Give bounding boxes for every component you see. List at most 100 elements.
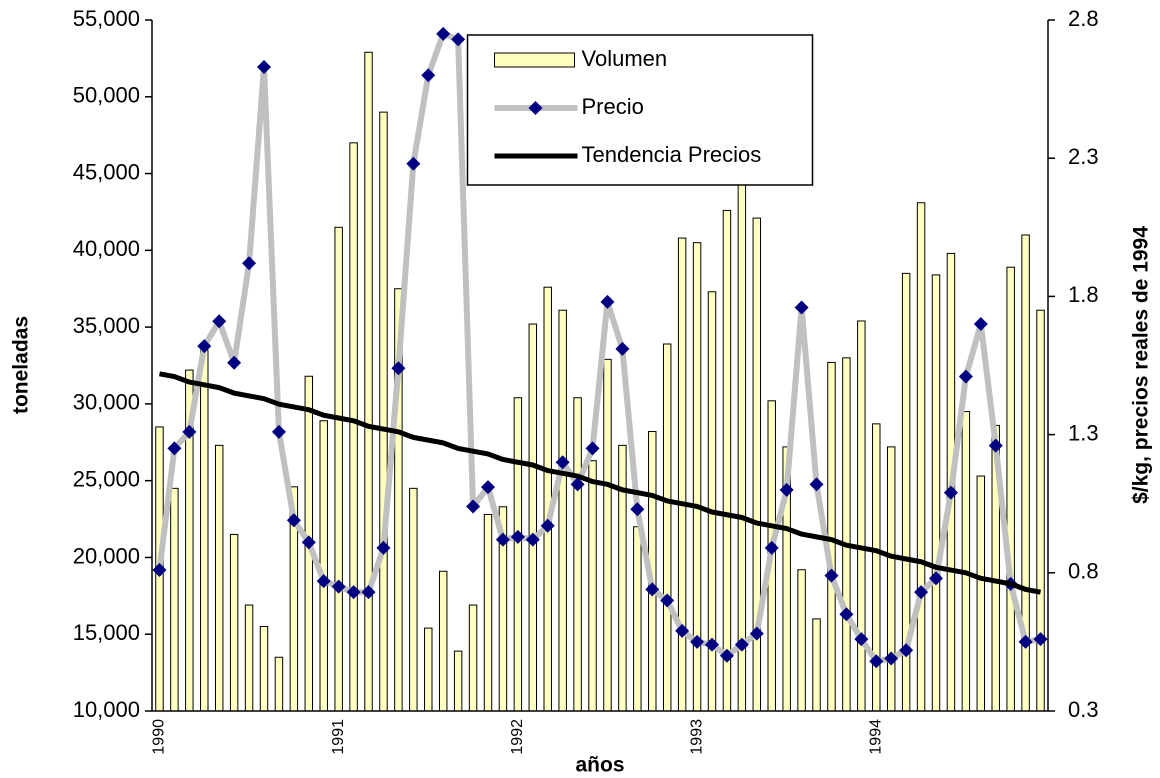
- y-tick-label: 20,000: [73, 543, 140, 568]
- y-tick-label: 15,000: [73, 620, 140, 645]
- marker: [809, 477, 824, 492]
- marker: [242, 256, 257, 271]
- marker: [406, 156, 421, 171]
- bar: [842, 357, 851, 712]
- bar: [1036, 309, 1045, 712]
- marker: [824, 568, 839, 583]
- marker: [271, 424, 286, 439]
- bar: [438, 570, 448, 712]
- marker: [719, 648, 734, 663]
- y-tick-label: 25,000: [73, 466, 140, 491]
- marker: [510, 529, 525, 544]
- marker: [973, 317, 988, 332]
- x-tick-label: 1990: [151, 719, 168, 755]
- bar: [961, 411, 971, 712]
- marker: [645, 582, 660, 597]
- marker: [316, 574, 331, 589]
- x-tick-label: 1992: [509, 719, 526, 755]
- legend-label: Precio: [582, 94, 644, 119]
- marker: [854, 632, 869, 647]
- marker: [899, 643, 914, 658]
- marker: [1018, 634, 1033, 649]
- marker: [286, 513, 301, 528]
- bar: [588, 460, 597, 712]
- marker: [734, 637, 749, 652]
- y-tick-label: 50,000: [73, 83, 140, 108]
- bar: [379, 111, 388, 712]
- marker: [466, 499, 481, 514]
- legend-marker: [528, 101, 543, 115]
- y-tick-label: 40,000: [73, 236, 140, 261]
- bar: [797, 569, 806, 712]
- line: [159, 371, 1041, 595]
- y2-tick-label: 1.3: [1068, 420, 1099, 445]
- marker: [929, 571, 943, 586]
- bar: [349, 142, 358, 712]
- marker: [615, 341, 630, 356]
- x-tick-label: 1991: [330, 719, 347, 755]
- bar: [214, 444, 224, 712]
- marker: [525, 532, 540, 547]
- marker: [660, 593, 675, 608]
- marker: [301, 535, 316, 550]
- marker: [749, 626, 764, 641]
- marker: [600, 294, 615, 309]
- bar: [244, 604, 254, 712]
- marker: [152, 563, 167, 578]
- y2-tick-label: 0.3: [1068, 697, 1099, 722]
- marker: [391, 361, 406, 376]
- marker: [555, 455, 570, 470]
- marker: [197, 339, 212, 354]
- marker: [958, 369, 973, 384]
- marker: [212, 314, 227, 329]
- y-tick-label: 55,000: [73, 6, 140, 31]
- bar: [229, 533, 239, 712]
- bar: [931, 274, 941, 712]
- bar: [886, 446, 896, 712]
- y-tick-label: 45,000: [73, 159, 140, 184]
- bar: [483, 513, 493, 712]
- marker: [331, 579, 346, 594]
- marker: [182, 424, 197, 439]
- legend-label: Tendencia Precios: [582, 142, 762, 167]
- bar: [677, 237, 687, 712]
- bar: [558, 309, 567, 712]
- x-tick-label: 1993: [688, 719, 705, 755]
- bar: [662, 343, 672, 712]
- bar: [334, 226, 343, 712]
- marker: [227, 355, 242, 370]
- marker: [346, 585, 361, 600]
- marker: [690, 634, 705, 649]
- marker: [421, 68, 436, 83]
- marker: [540, 518, 555, 533]
- y2-tick-label: 2.3: [1068, 144, 1099, 169]
- y-tick-label: 30,000: [73, 390, 140, 415]
- marker: [869, 654, 884, 669]
- marker: [705, 637, 719, 652]
- marker: [495, 532, 510, 547]
- bar: [573, 397, 582, 712]
- marker: [988, 438, 1003, 453]
- marker: [794, 300, 809, 315]
- marker: [167, 441, 182, 456]
- y2-tick-label: 2.8: [1068, 6, 1099, 31]
- marker: [481, 480, 495, 495]
- bar: [976, 475, 986, 712]
- bar: [543, 286, 552, 712]
- y2-axis-title: $/kg, precios reales de 1994: [1130, 226, 1153, 504]
- marker: [914, 585, 929, 600]
- marker: [779, 482, 794, 497]
- marker: [451, 32, 466, 47]
- bar: [857, 320, 866, 712]
- y-axis-title: toneladas: [10, 316, 33, 414]
- marker: [675, 623, 690, 638]
- marker: [1033, 632, 1048, 647]
- y2-tick-label: 1.8: [1068, 282, 1099, 307]
- bar: [603, 358, 612, 712]
- marker: [376, 540, 391, 555]
- marker: [839, 607, 854, 622]
- marker: [630, 502, 645, 517]
- x-axis-title: años: [575, 754, 624, 777]
- marker: [943, 485, 958, 500]
